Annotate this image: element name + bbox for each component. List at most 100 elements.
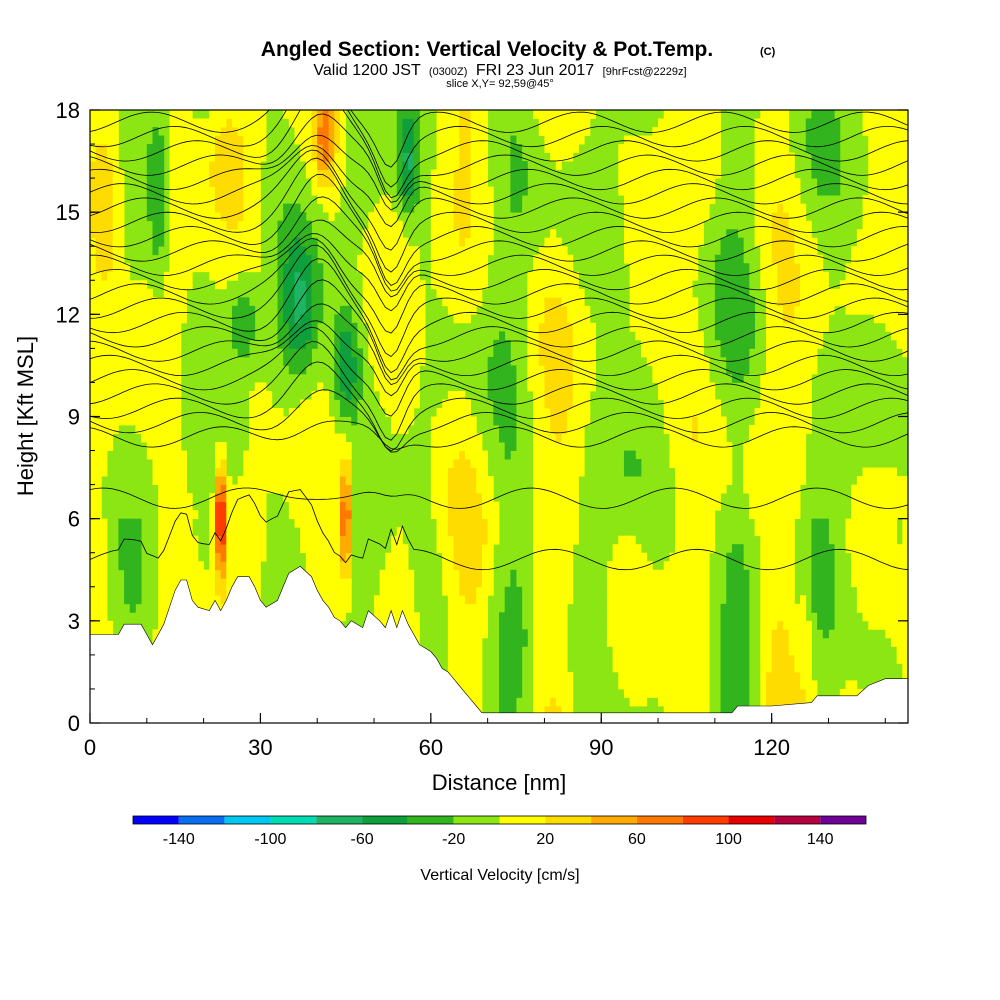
velocity-cell — [635, 552, 642, 562]
velocity-cell — [675, 569, 682, 579]
velocity-cell — [305, 161, 312, 170]
velocity-cell — [646, 280, 653, 290]
velocity-cell — [379, 578, 386, 588]
velocity-cell — [487, 186, 494, 196]
velocity-cell — [95, 356, 102, 366]
velocity-cell — [339, 152, 347, 162]
velocity-cell — [447, 442, 454, 451]
velocity-cell — [368, 348, 375, 358]
velocity-cell — [623, 246, 631, 256]
velocity-cell — [311, 569, 318, 579]
velocity-cell — [243, 212, 250, 222]
velocity-cell — [249, 527, 256, 537]
velocity-cell — [720, 450, 727, 460]
velocity-cell — [447, 663, 454, 673]
velocity-cell — [158, 390, 165, 400]
velocity-cell — [146, 433, 153, 443]
velocity-cell — [686, 280, 693, 290]
velocity-cell — [669, 407, 676, 417]
velocity-cell — [402, 373, 409, 383]
velocity-cell — [675, 680, 682, 690]
velocity-cell — [311, 450, 318, 460]
velocity-cell — [385, 246, 392, 256]
velocity-cell — [675, 467, 682, 477]
velocity-cell — [118, 237, 125, 247]
velocity-cell — [135, 416, 142, 426]
velocity-cell — [249, 425, 256, 434]
velocity-cell — [203, 161, 210, 170]
velocity-cell — [300, 339, 307, 349]
velocity-cell — [141, 297, 148, 307]
velocity-cell — [652, 229, 659, 239]
velocity-cell — [470, 212, 477, 222]
velocity-cell — [555, 578, 562, 588]
velocity-cell — [561, 561, 568, 571]
velocity-cell — [351, 407, 358, 417]
velocity-cell — [652, 195, 659, 205]
velocity-cell — [754, 476, 761, 486]
velocity-cell — [322, 407, 329, 417]
velocity-cell — [447, 390, 454, 400]
velocity-cell — [499, 697, 506, 707]
velocity-cell — [345, 501, 352, 511]
velocity-cell — [237, 493, 244, 503]
velocity-cell — [101, 373, 108, 383]
velocity-cell — [175, 561, 182, 571]
velocity-cell — [413, 356, 420, 366]
velocity-cell — [459, 629, 466, 639]
velocity-cell — [277, 254, 284, 264]
velocity-cell — [163, 535, 170, 545]
velocity-cell — [141, 373, 148, 383]
velocity-cell — [709, 390, 716, 400]
velocity-cell — [277, 484, 284, 494]
velocity-cell — [697, 399, 704, 409]
velocity-cell — [635, 331, 642, 341]
velocity-cell — [169, 110, 176, 119]
velocity-cell — [243, 501, 250, 511]
velocity-cell — [158, 569, 165, 579]
velocity-cell — [652, 356, 659, 366]
velocity-cell — [226, 263, 233, 273]
velocity-cell — [641, 646, 648, 656]
velocity-cell — [692, 663, 699, 673]
velocity-cell — [669, 697, 676, 707]
velocity-cell — [533, 612, 540, 622]
velocity-cell — [731, 246, 738, 256]
velocity-cell — [675, 688, 682, 698]
velocity-cell — [464, 178, 471, 188]
velocity-cell — [709, 382, 716, 392]
velocity-cell — [521, 169, 528, 179]
velocity-cell — [629, 288, 636, 298]
velocity-cell — [714, 407, 721, 417]
velocity-cell — [487, 552, 494, 562]
velocity-cell — [237, 544, 244, 554]
velocity-cell — [107, 629, 114, 639]
velocity-cell — [572, 476, 579, 486]
velocity-cell — [493, 365, 500, 375]
velocity-cell — [447, 501, 454, 511]
velocity-cell — [731, 314, 738, 324]
velocity-cell — [459, 280, 466, 290]
velocity-cell — [430, 263, 437, 273]
velocity-cell — [555, 654, 562, 664]
velocity-cell — [214, 493, 222, 503]
velocity-cell — [686, 578, 693, 588]
velocity-cell — [396, 603, 403, 613]
velocity-cell — [652, 331, 659, 341]
velocity-cell — [243, 220, 250, 230]
velocity-cell — [430, 178, 437, 188]
velocity-cell — [476, 110, 483, 119]
velocity-cell — [419, 305, 426, 315]
velocity-cell — [396, 288, 403, 298]
velocity-cell — [680, 220, 687, 230]
velocity-cell — [152, 322, 159, 332]
velocity-cell — [720, 305, 727, 315]
velocity-cell — [493, 535, 500, 545]
velocity-cell — [322, 186, 329, 196]
velocity-cell — [533, 510, 540, 520]
velocity-cell — [90, 356, 97, 366]
velocity-cell — [163, 390, 170, 400]
velocity-cell — [101, 161, 108, 170]
velocity-cell — [402, 305, 409, 315]
velocity-cell — [385, 339, 392, 349]
